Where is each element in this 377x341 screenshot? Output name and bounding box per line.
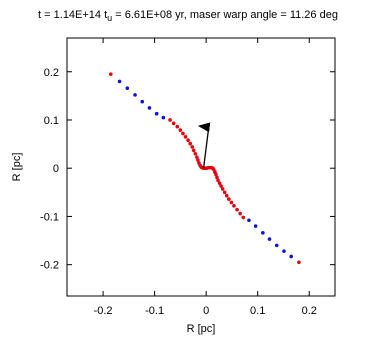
red-data-point <box>175 124 180 129</box>
red-data-point <box>297 260 301 265</box>
blue-data-point <box>161 115 166 120</box>
title-prefix: t = 1.14E+14 t <box>38 9 107 21</box>
y-axis-label: R [pc] <box>11 153 23 182</box>
y-tick-label: 0.1 <box>44 115 59 127</box>
red-data-point <box>217 181 222 185</box>
red-data-point <box>224 193 229 198</box>
tick-marks <box>67 38 335 296</box>
red-data-point <box>215 175 219 180</box>
blue-data-point <box>133 93 137 97</box>
blue-data-point <box>274 243 279 248</box>
red-data-point <box>222 190 227 195</box>
red-data-point <box>178 128 183 132</box>
blue-data-point <box>147 106 152 110</box>
red-data-point <box>186 138 190 143</box>
red-data-point <box>196 158 200 162</box>
red-data-point <box>190 145 195 149</box>
red-data-point <box>227 197 231 201</box>
blue-data-point <box>289 254 293 259</box>
data-points <box>109 72 301 265</box>
chart-title: t = 1.14E+14 tu = 6.61E+08 yr, maser war… <box>38 9 338 23</box>
blue-data-point <box>261 231 265 235</box>
red-data-point <box>183 135 188 139</box>
red-data-point <box>168 118 172 122</box>
warp-arrow <box>197 122 211 169</box>
title-subscript: u <box>107 13 112 23</box>
red-data-point <box>193 151 198 156</box>
red-data-point <box>229 200 234 205</box>
blue-data-point <box>140 99 145 104</box>
y-tick-label: -0.2 <box>40 260 59 272</box>
red-data-point <box>188 141 192 146</box>
plot-frame <box>66 37 336 297</box>
x-tick-label: -0.1 <box>145 305 164 317</box>
blue-data-point <box>154 111 159 116</box>
arrow-layer <box>197 122 211 169</box>
red-data-point <box>214 172 218 177</box>
x-axis-label: R [pc] <box>187 323 216 335</box>
x-tick-label: -0.2 <box>94 305 113 317</box>
red-data-point <box>241 215 246 220</box>
x-tick-label: 0.1 <box>250 305 265 317</box>
x-tick-label: 0 <box>203 305 209 317</box>
red-data-point <box>232 204 236 208</box>
x-tick-label: 0.2 <box>302 305 317 317</box>
red-data-point <box>216 178 220 183</box>
red-data-point <box>219 184 223 188</box>
blue-data-point <box>253 224 258 228</box>
red-data-point <box>235 207 239 212</box>
blue-data-point <box>125 86 130 90</box>
red-data-point <box>238 211 242 216</box>
red-data-point <box>181 131 185 136</box>
red-data-point <box>191 148 196 153</box>
title-suffix: = 6.61E+08 yr, maser warp angle = 11.26 … <box>112 9 338 21</box>
red-data-point <box>109 72 113 76</box>
tick-labels: -0.2 -0.1 0 0.1 0.2 -0.2 -0.1 0 0.1 0.2 <box>40 67 317 317</box>
blue-data-point <box>247 218 251 223</box>
blue-data-point <box>117 79 122 84</box>
y-tick-label: 0.2 <box>44 67 59 79</box>
blue-data-point <box>282 249 286 253</box>
red-data-point <box>220 187 225 191</box>
red-data-point <box>195 155 199 159</box>
y-tick-label: -0.1 <box>40 211 59 223</box>
y-tick-label: 0 <box>53 163 59 175</box>
blue-data-point <box>267 237 272 241</box>
red-data-point <box>171 121 176 126</box>
